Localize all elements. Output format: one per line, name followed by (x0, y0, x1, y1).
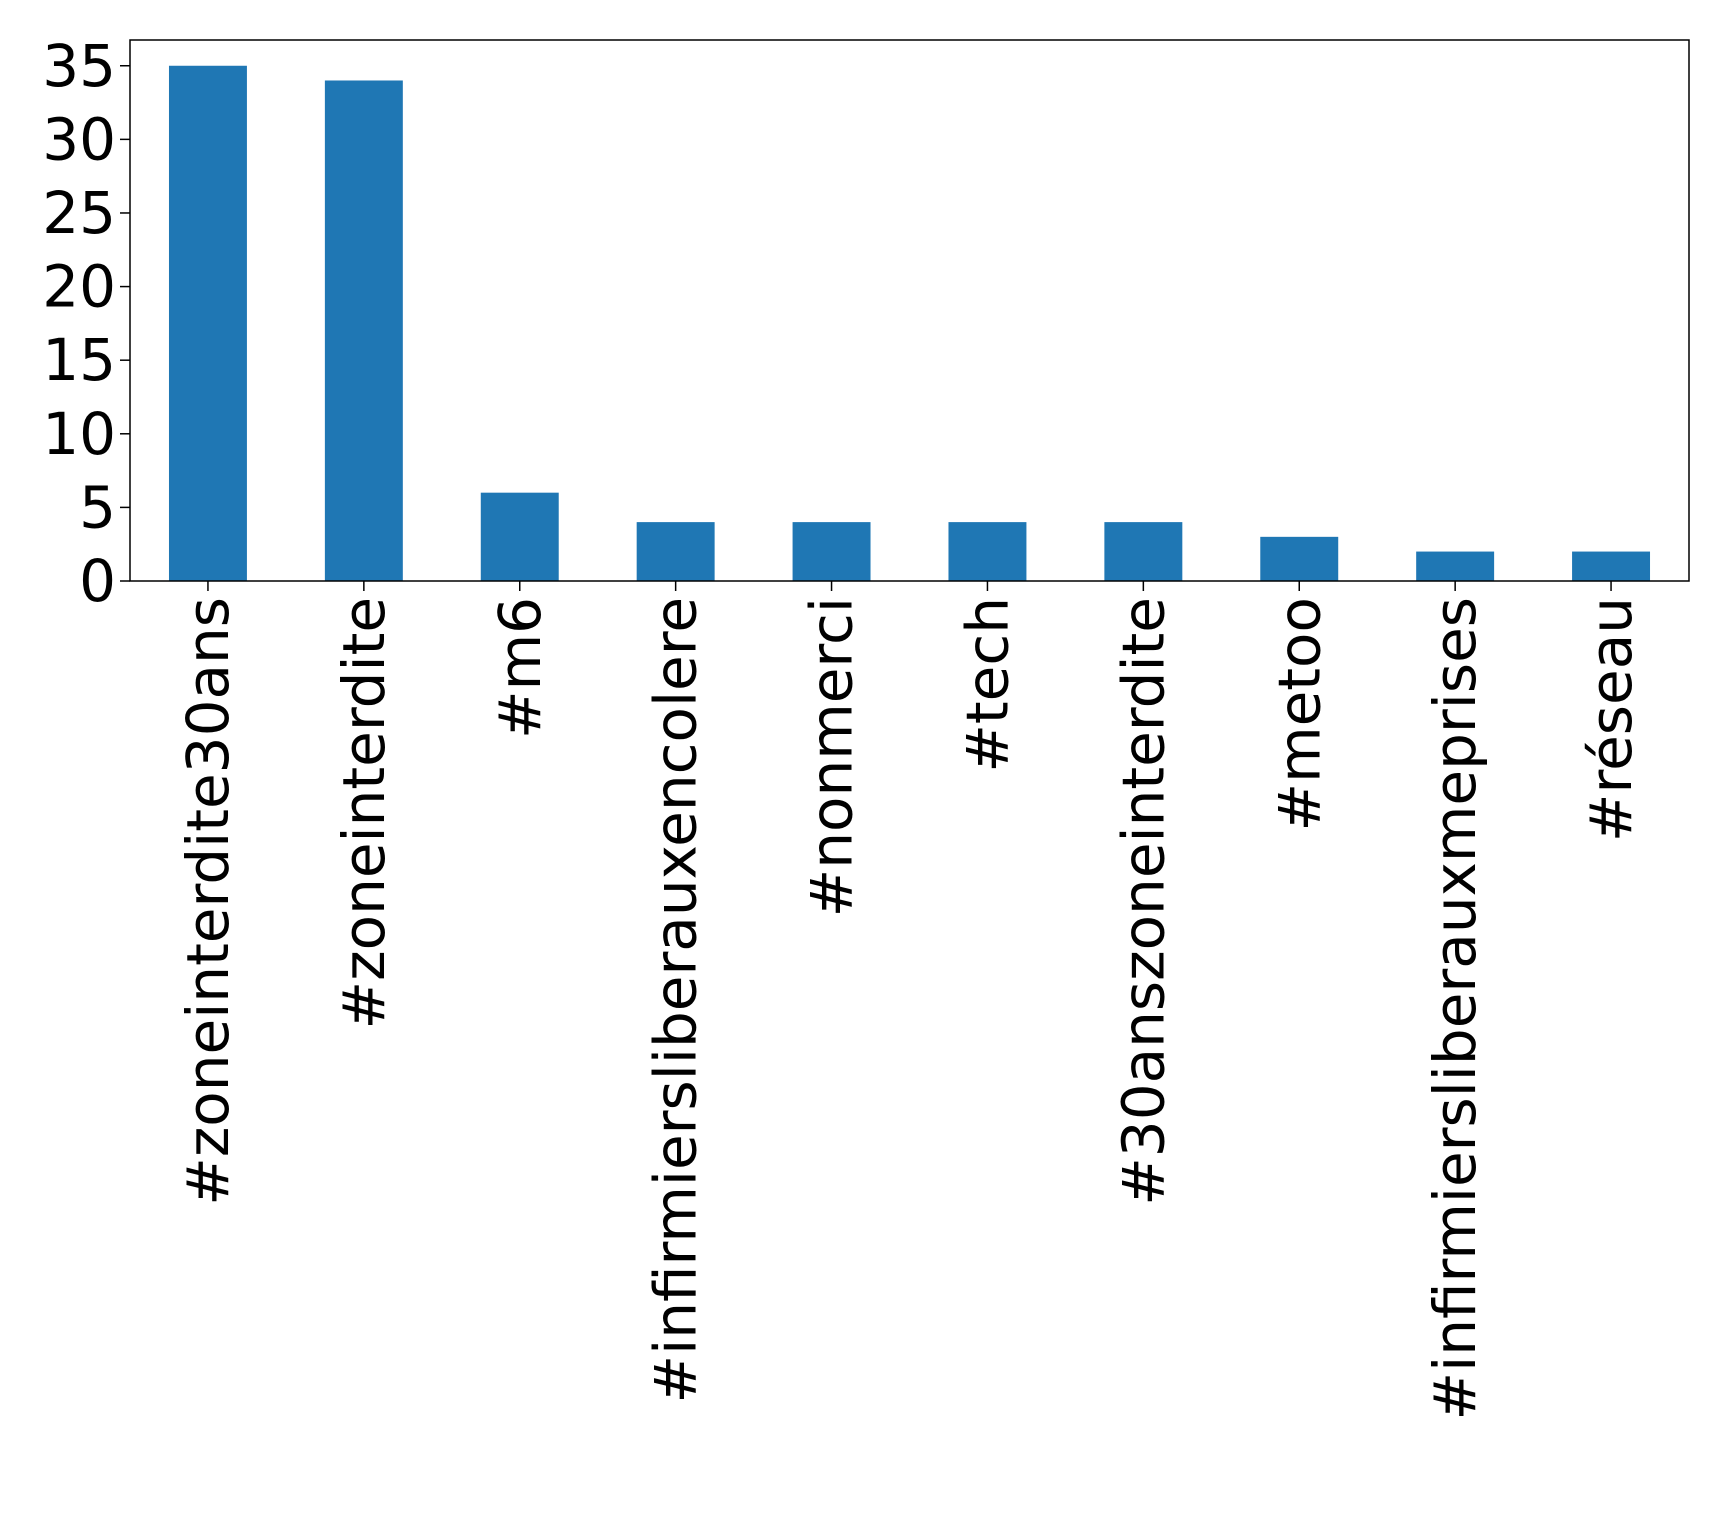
bar-0 (168, 65, 247, 581)
plot-frame (129, 39, 1690, 582)
x-tick-label: #infirmiersliberauxencolere (642, 597, 710, 1403)
bar-2 (480, 492, 559, 581)
x-tick-label: #zoneinterdite (330, 597, 398, 1029)
x-tick-label: #réseau (1577, 597, 1645, 842)
bar-6 (1104, 522, 1183, 581)
y-tick-label: 0 (79, 547, 116, 615)
y-tick-label: 25 (42, 179, 116, 247)
x-tick-label: #nonmerci (798, 597, 866, 917)
bar-3 (636, 522, 715, 581)
x-tick-label: #m6 (486, 597, 554, 739)
y-tick-label: 30 (42, 105, 116, 173)
y-tick-label: 15 (42, 326, 116, 394)
x-tick-label: #tech (953, 597, 1021, 773)
bar-5 (948, 522, 1027, 581)
y-tick-label: 20 (42, 253, 116, 321)
x-tick-label: #30anszoneinterdite (1109, 597, 1177, 1206)
y-tick-label: 5 (79, 473, 116, 541)
bars-layer (168, 65, 1651, 581)
x-tick-label: #zoneinterdite30ans (174, 597, 242, 1206)
y-tick-label: 35 (42, 32, 116, 100)
bar-8 (1416, 551, 1495, 581)
bar-1 (324, 80, 403, 581)
y-tick-label: 10 (42, 400, 116, 468)
bar-9 (1572, 551, 1651, 581)
x-tick-label: #metoo (1265, 597, 1333, 832)
bar-7 (1260, 536, 1339, 581)
x-tick-label: #infirmiersliberauxmeprises (1421, 597, 1489, 1420)
bar-4 (792, 522, 871, 581)
x-axis: #zoneinterdite30ans #zoneinterdite #m6 #inf… (174, 581, 1645, 1420)
